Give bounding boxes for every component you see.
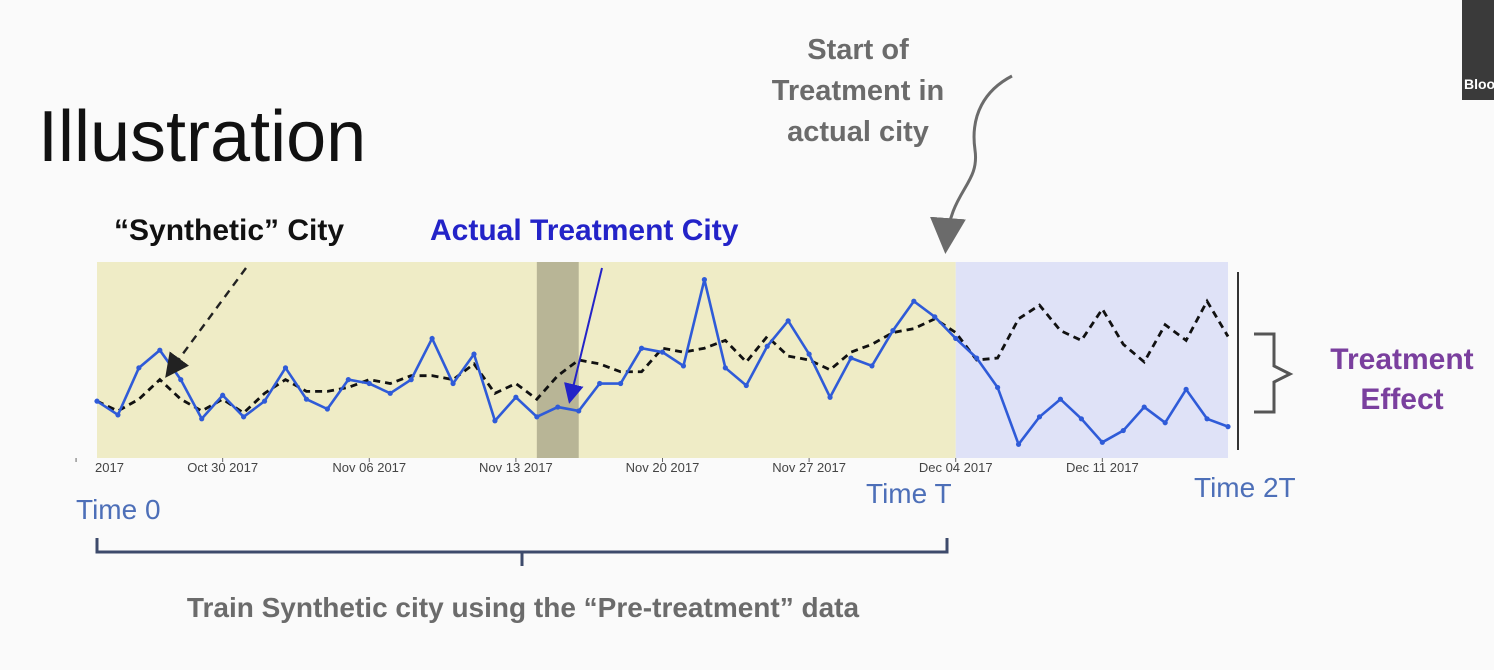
- actual-city-point: [1099, 439, 1105, 445]
- webcam-thumbnail[interactable]: Bloo: [1462, 0, 1494, 100]
- start-of-treatment-label: Start of Treatment in actual city: [771, 34, 945, 148]
- actual-city-point: [408, 377, 414, 383]
- actual-city-point: [576, 408, 582, 414]
- training-bracket: [95, 538, 949, 554]
- actual-city-point: [115, 412, 121, 418]
- time-0-label: Time 0: [76, 494, 161, 525]
- actual-city-point: [618, 380, 624, 387]
- actual-city-point: [1036, 414, 1043, 420]
- actual-city-point: [366, 380, 372, 387]
- actual-treatment-city-label: Actual Treatment City: [430, 214, 739, 247]
- actual-city-point: [471, 351, 477, 357]
- series-lines: [94, 277, 1231, 447]
- x-tick-label: Nov 06 2017: [332, 460, 406, 475]
- actual-city-point: [1057, 396, 1064, 402]
- webcam-name-label: Bloo: [1464, 76, 1494, 92]
- x-tick-label: Dec 04 2017: [919, 460, 993, 475]
- actual-arrow: [564, 267, 603, 404]
- x-tick-label: 2017: [95, 460, 124, 475]
- x-tick-label: Nov 20 2017: [626, 460, 700, 475]
- actual-city-point: [597, 380, 603, 387]
- actual-city-point: [1183, 386, 1189, 392]
- actual-city-point: [324, 406, 330, 412]
- actual-city-point: [220, 392, 226, 398]
- actual-city-point: [638, 345, 645, 351]
- actual-city-point: [659, 349, 666, 355]
- actual-city-point: [1162, 420, 1168, 426]
- actual-city-point: [429, 335, 435, 342]
- actual-city-point: [806, 351, 812, 357]
- actual-city-point: [345, 377, 351, 383]
- actual-city-point: [764, 343, 770, 349]
- x-tick-label: Oct 30 2017: [187, 460, 258, 475]
- actual-city-point: [241, 414, 247, 420]
- treatment-effect-label: Treatment Effect: [1330, 343, 1474, 416]
- synthetic-city-label: “Synthetic” City: [114, 214, 345, 247]
- actual-city-point: [1015, 441, 1022, 447]
- actual-city-point: [492, 418, 498, 424]
- actual-city-point: [157, 347, 163, 353]
- actual-city-point: [261, 398, 268, 404]
- actual-city-point: [94, 398, 100, 404]
- actual-city-point: [534, 414, 540, 420]
- actual-city-point: [555, 404, 561, 410]
- x-tick-label: Nov 13 2017: [479, 460, 553, 475]
- actual-city-point: [450, 380, 456, 387]
- actual-city-point: [890, 328, 896, 334]
- train-synthetic-label: Train Synthetic city using the “Pre-trea…: [186, 592, 860, 623]
- actual-city-point: [995, 384, 1001, 391]
- x-tick-label: Nov 27 2017: [772, 460, 846, 475]
- treatment-effect-bracket: [1254, 332, 1294, 414]
- time-t-label: Time T: [866, 478, 952, 509]
- x-axis-ticks: 2017 Oct 30 2017 Nov 06 2017 Nov 13 2017 Nov…: [75, 458, 1139, 475]
- highlight-band: [536, 262, 579, 458]
- actual-city-point: [136, 365, 142, 371]
- slide-title: Illustration: [38, 97, 367, 177]
- post-treatment-region: [955, 262, 1228, 458]
- actual-city-point: [932, 314, 938, 320]
- actual-city-point: [1225, 424, 1231, 430]
- actual-city-point: [303, 396, 310, 402]
- actual-city-point: [785, 318, 791, 324]
- actual-city-point: [680, 363, 687, 369]
- actual-city-point: [513, 394, 519, 400]
- actual-city-point: [848, 355, 854, 361]
- actual-city-point: [178, 377, 184, 383]
- actual-city-point: [282, 365, 289, 371]
- x-tick-label: Dec 11 2017: [1066, 460, 1139, 475]
- actual-city-point: [974, 355, 980, 361]
- actual-city-point: [1078, 416, 1084, 422]
- time-2t-label: Time 2T: [1194, 472, 1296, 503]
- start-treatment-arrow: [930, 74, 1013, 254]
- synthetic-city-line: [96, 298, 1230, 415]
- actual-city-point: [387, 390, 393, 396]
- synthetic-arrow: [165, 267, 247, 378]
- actual-city-point: [701, 277, 707, 283]
- pre-treatment-region: [97, 262, 956, 458]
- actual-city-point: [743, 382, 749, 389]
- actual-city-point: [199, 416, 205, 422]
- actual-city-point: [869, 363, 875, 369]
- actual-city-point: [1141, 404, 1147, 410]
- actual-city-point: [911, 298, 917, 304]
- actual-city-point: [827, 394, 833, 400]
- actual-city-point: [953, 335, 959, 342]
- actual-city-point: [1120, 427, 1126, 434]
- actual-city-point: [1204, 416, 1210, 422]
- actual-city-point: [722, 365, 728, 371]
